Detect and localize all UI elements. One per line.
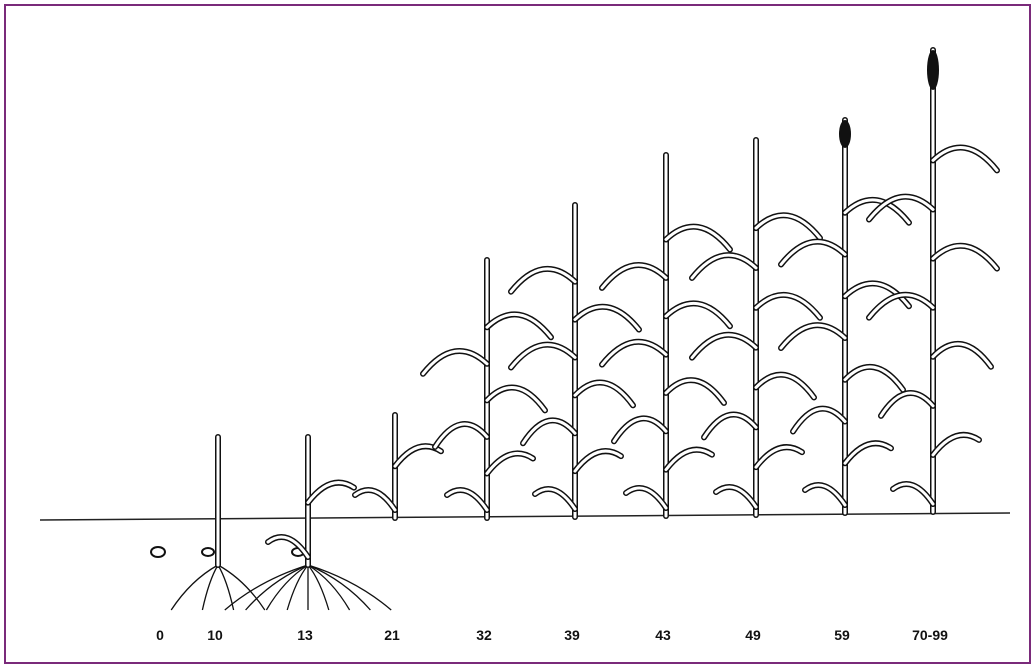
leaf-inner xyxy=(754,373,816,399)
leaf-inner xyxy=(664,301,732,328)
plant xyxy=(778,117,912,516)
root xyxy=(307,564,371,611)
root xyxy=(307,564,330,611)
leaf-inner xyxy=(521,418,577,445)
leaf-inner xyxy=(931,146,999,172)
ground-line xyxy=(39,512,1011,521)
leaf-inner xyxy=(754,445,804,469)
stage-labels: 0 10 13 21 32 39 43 49 59 70-99 xyxy=(156,627,948,643)
stage-label: 49 xyxy=(745,627,761,643)
plant xyxy=(599,152,733,519)
leaf-inner xyxy=(843,198,911,225)
seed xyxy=(150,546,166,558)
leaf-inner xyxy=(843,441,893,465)
stage-label: 59 xyxy=(834,627,850,643)
leaf-inner xyxy=(573,449,623,473)
root xyxy=(265,564,309,611)
plant xyxy=(352,412,444,521)
leaf-inner xyxy=(791,407,847,433)
leaf-inner xyxy=(600,263,668,290)
leaf-inner xyxy=(393,444,443,468)
leaf-inner xyxy=(600,340,668,367)
root xyxy=(201,564,219,611)
leaf-inner xyxy=(779,323,847,350)
leaf-inner xyxy=(445,488,489,512)
root xyxy=(224,564,309,611)
plants xyxy=(150,47,1000,611)
leaf-inner xyxy=(843,365,905,392)
leaf-inner xyxy=(779,240,847,266)
leaf-inner xyxy=(867,293,935,320)
leaf-inner xyxy=(485,386,547,412)
leaf-inner xyxy=(624,486,668,510)
leaf-inner xyxy=(931,244,999,271)
plant xyxy=(866,47,1000,515)
root xyxy=(307,564,351,611)
root xyxy=(217,564,235,611)
leaf-inner xyxy=(421,349,489,376)
leaf-inner xyxy=(612,416,668,443)
plant xyxy=(170,434,266,611)
stage-label: 70-99 xyxy=(912,627,948,643)
leaf-inner xyxy=(931,342,993,369)
stage-label: 43 xyxy=(655,627,671,643)
leaf-inner xyxy=(843,281,911,308)
root xyxy=(286,564,309,611)
leaf-inner xyxy=(664,448,714,472)
leaf-inner xyxy=(533,487,577,511)
seed xyxy=(201,547,215,557)
leaf-inner xyxy=(433,422,489,449)
leaf-inner xyxy=(714,485,758,509)
stage-label: 10 xyxy=(207,627,223,643)
plant xyxy=(689,137,823,518)
root xyxy=(245,564,309,611)
leaf-inner xyxy=(690,253,758,280)
leaf-inner xyxy=(879,391,935,418)
leaf-inner xyxy=(266,535,310,559)
leaf-inner xyxy=(803,483,847,507)
leaf-inner xyxy=(485,312,553,339)
stage-label: 39 xyxy=(564,627,580,643)
leaf-inner xyxy=(754,293,822,320)
leaf-inner xyxy=(509,343,577,369)
leaf-inner xyxy=(573,305,641,332)
leaf-inner xyxy=(306,481,356,505)
root xyxy=(307,564,392,611)
stage-label: 32 xyxy=(476,627,492,643)
stage-label: 21 xyxy=(384,627,400,643)
plant xyxy=(420,257,554,521)
leaf-inner xyxy=(664,378,726,405)
leaf-inner xyxy=(931,433,981,457)
leaf-inner xyxy=(891,482,935,506)
leaf-inner xyxy=(754,213,822,240)
leaf-inner xyxy=(664,225,732,252)
leaf-inner xyxy=(690,333,758,360)
ear xyxy=(927,50,939,90)
stage-label: 13 xyxy=(297,627,313,643)
plant xyxy=(150,546,166,558)
plant xyxy=(508,202,642,520)
leaf-inner xyxy=(509,267,577,294)
leaf-inner xyxy=(573,381,635,407)
leaf-inner xyxy=(485,452,535,475)
root xyxy=(217,564,266,611)
plant xyxy=(224,434,392,611)
stage-label: 0 xyxy=(156,627,164,643)
leaf-inner xyxy=(353,488,397,512)
root xyxy=(170,564,219,611)
leaf-inner xyxy=(702,412,758,439)
frame-border xyxy=(4,4,1031,664)
ear xyxy=(839,120,851,148)
leaf-inner xyxy=(867,195,935,221)
